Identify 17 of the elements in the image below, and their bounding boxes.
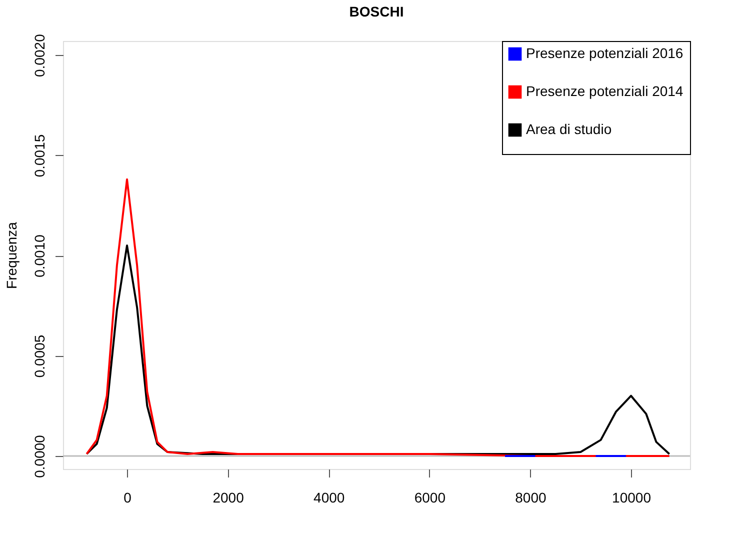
y-tick-label: 0.0020 xyxy=(32,34,48,77)
x-tick-label: 10000 xyxy=(612,490,652,506)
line-series xyxy=(86,178,670,457)
y-tick-label: 0.0015 xyxy=(32,134,48,178)
x-tick-label: 0 xyxy=(124,490,132,506)
chart-title: BOSCHI xyxy=(349,4,404,20)
y-axis-title: Frequenza xyxy=(4,222,20,289)
y-tick-label: 0.0005 xyxy=(32,334,48,378)
x-tick-label: 6000 xyxy=(414,490,446,506)
x-tick-label: 8000 xyxy=(515,490,547,506)
y-tick-label: 0.0000 xyxy=(32,434,48,478)
x-tick-label: 2000 xyxy=(212,490,244,506)
legend-label: Presenze potenziali 2014 xyxy=(526,83,684,99)
y-tick-label: 0.0010 xyxy=(32,234,48,278)
legend-label: Area di studio xyxy=(526,121,612,137)
x-tick-label: 4000 xyxy=(314,490,345,506)
legend-label: Presenze potenziali 2016 xyxy=(526,45,684,61)
